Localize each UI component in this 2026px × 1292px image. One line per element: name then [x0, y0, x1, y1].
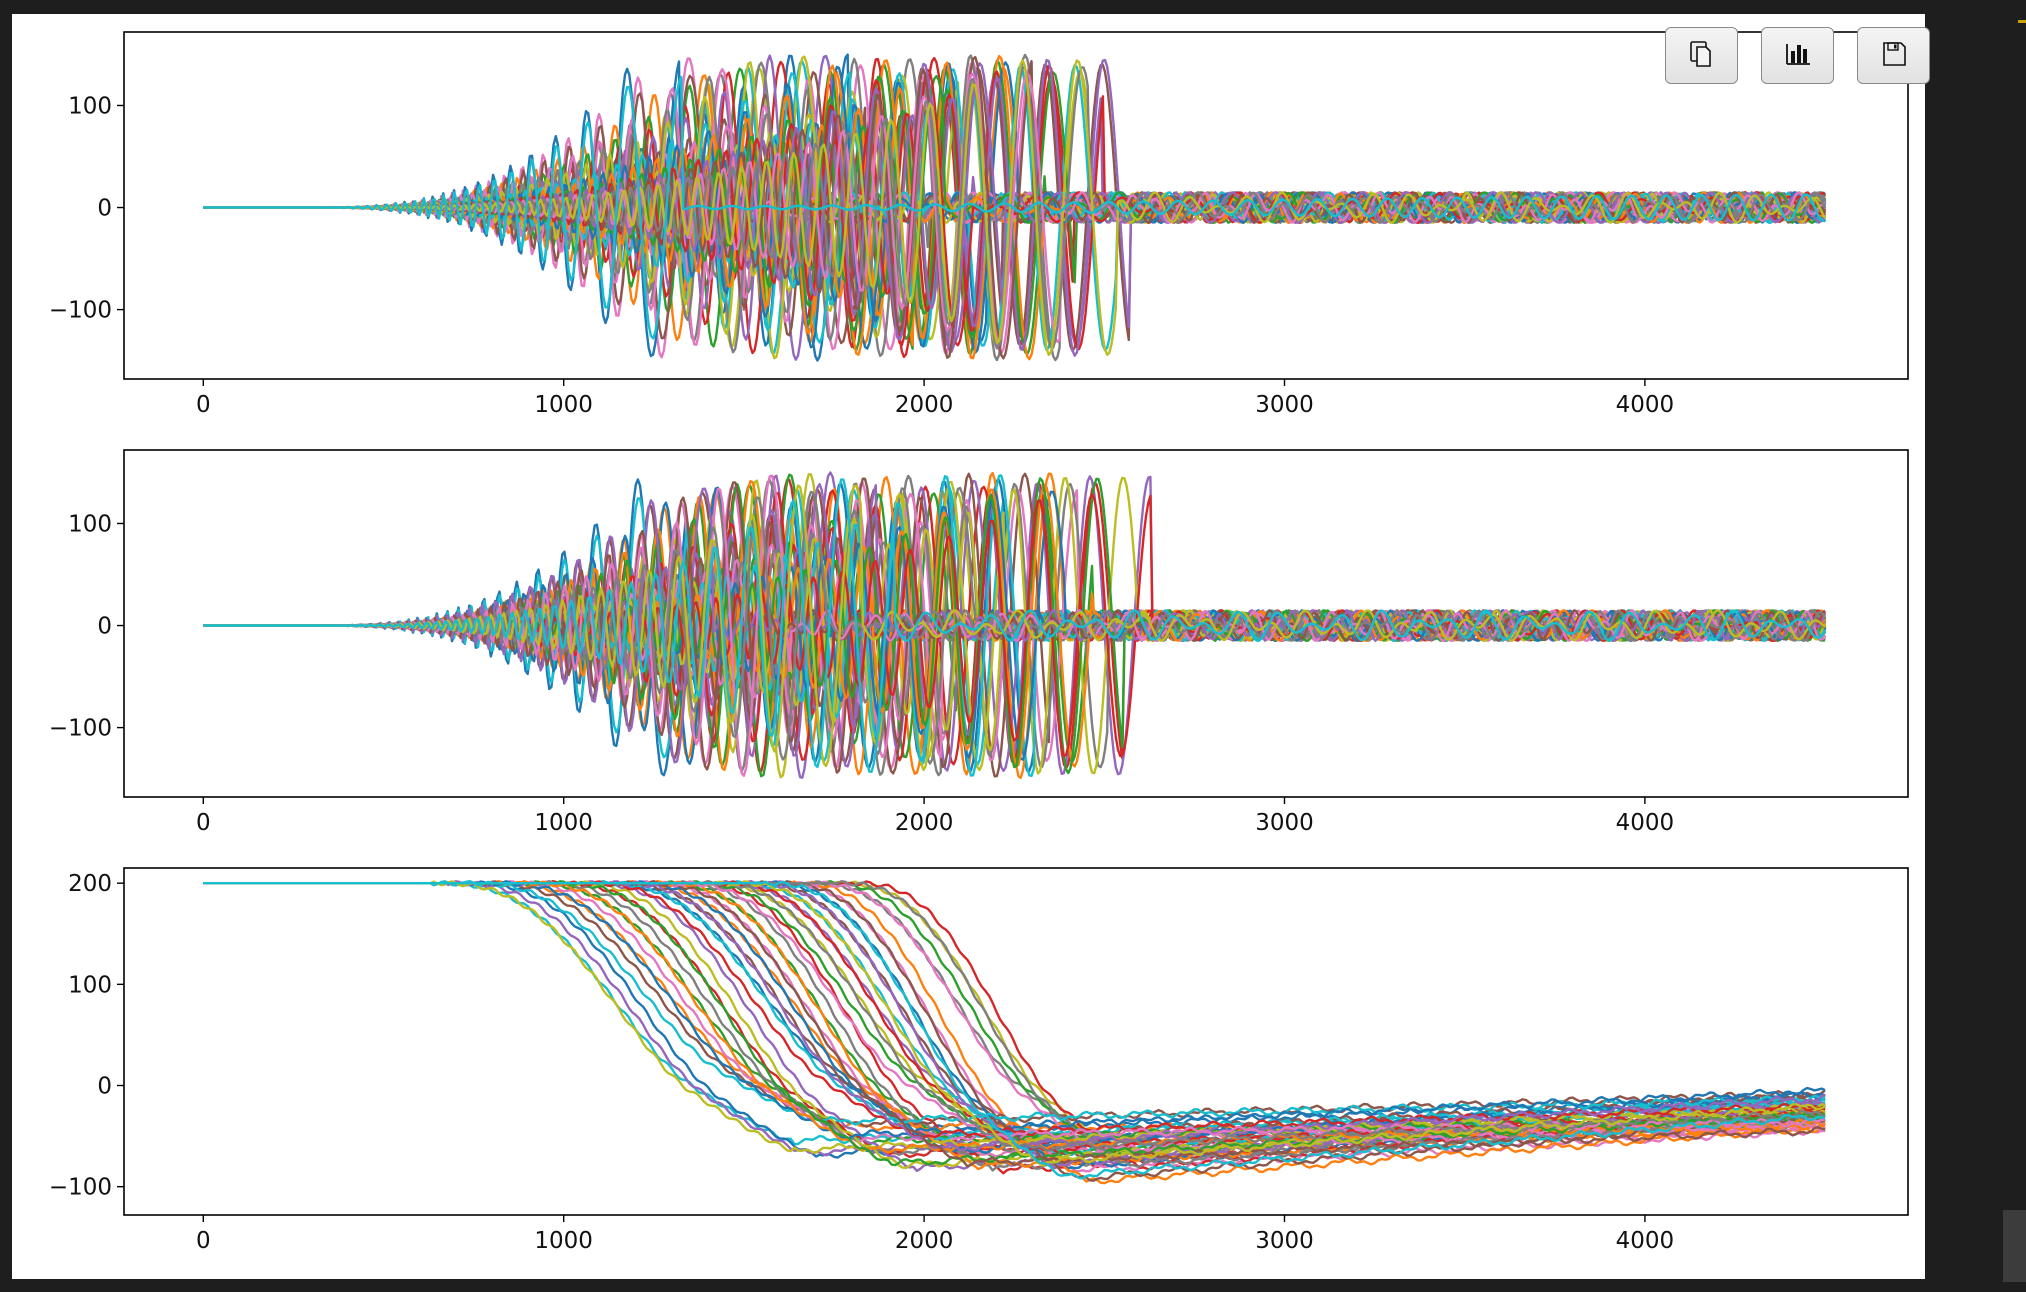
y-tick-label: 100: [68, 93, 112, 119]
x-tick-label: 4000: [1616, 810, 1675, 836]
series-line: [203, 72, 1826, 344]
x-tick-label: 0: [196, 1228, 211, 1254]
x-tick-label: 1000: [534, 810, 593, 836]
y-tick-label: 200: [68, 871, 112, 897]
series-line: [203, 55, 1827, 360]
series-line: [203, 880, 1826, 1140]
plot-toolbar: [1665, 27, 1950, 87]
x-tick-label: 2000: [895, 810, 954, 836]
save-button[interactable]: [1857, 27, 1930, 84]
y-tick-label: 0: [97, 614, 112, 640]
series-line: [203, 75, 1826, 340]
series-line: [203, 487, 1827, 764]
copy-button[interactable]: [1665, 27, 1738, 84]
output-cell: 0 1000 2000 3000 4000 −100 0 100 0 1000 2000 3000 40…: [12, 14, 1930, 1279]
series-group: [203, 471, 1827, 779]
axes-frame: [123, 31, 1909, 380]
x-tick-label: 3000: [1255, 1228, 1314, 1254]
scrollbar-thumb[interactable]: [2003, 1210, 2026, 1282]
x-tick-label: 4000: [1616, 392, 1675, 418]
chart-button[interactable]: [1761, 27, 1834, 84]
series-line: [203, 484, 1826, 768]
series-line: [203, 880, 1826, 1128]
subplot-2: 0 1000 2000 3000 4000 −100 0 100: [49, 449, 1909, 836]
series-line: [203, 880, 1826, 1134]
x-tick-label: 0: [196, 392, 211, 418]
y-tick-label: −100: [49, 716, 112, 742]
series-line: [203, 478, 1827, 773]
copy-icon: [1687, 39, 1717, 73]
x-tick-label: 4000: [1616, 1228, 1675, 1254]
y-tick-label: 0: [97, 1074, 112, 1100]
x-tick-label: 2000: [895, 392, 954, 418]
series-line: [203, 880, 1826, 1133]
series-group: [203, 880, 1826, 1185]
subplot-1: 0 1000 2000 3000 4000 −100 0 100: [49, 31, 1909, 418]
bar-chart-icon: [1783, 39, 1813, 73]
x-tick-label: 2000: [895, 1228, 954, 1254]
y-tick-label: 100: [68, 511, 112, 537]
series-line: [203, 59, 1827, 356]
series-line: [203, 880, 1826, 1180]
series-group: [203, 53, 1827, 362]
x-tick-label: 1000: [534, 1228, 593, 1254]
y-tick-label: 100: [68, 972, 112, 998]
axes-frame: [123, 867, 1909, 1216]
subplot-3: 0 1000 2000 3000 4000 −100 0 100 200: [49, 867, 1909, 1254]
x-tick-label: 3000: [1255, 810, 1314, 836]
series-line: [203, 474, 1827, 777]
y-tick-label: −100: [49, 1175, 112, 1201]
axes-frame: [123, 449, 1909, 798]
series-line: [203, 68, 1826, 346]
x-tick-label: 1000: [534, 392, 593, 418]
x-tick-label: 3000: [1255, 392, 1314, 418]
y-tick-label: 0: [97, 196, 112, 222]
series-line: [203, 880, 1826, 1139]
y-tick-label: −100: [49, 298, 112, 324]
edge-marker: [2018, 20, 2026, 23]
x-tick-label: 0: [196, 810, 211, 836]
save-icon: [1879, 39, 1909, 73]
